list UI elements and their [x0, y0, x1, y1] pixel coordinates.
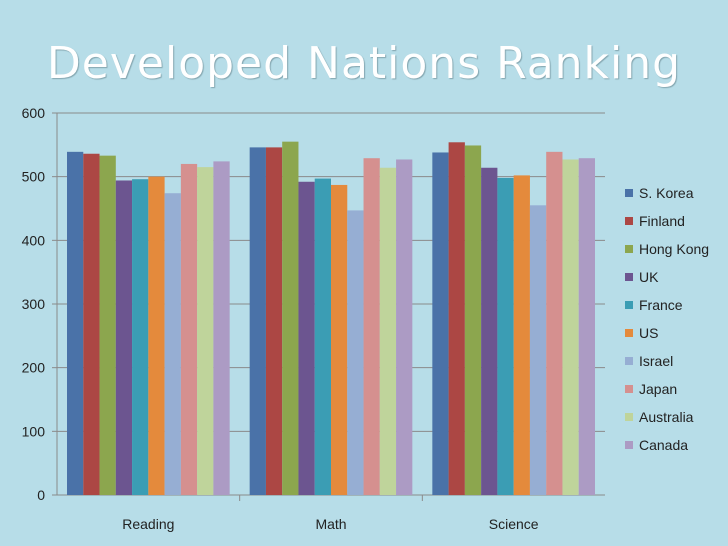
- legend: S. Korea Finland Hong Kong UK France US Israel…: [625, 185, 709, 453]
- x-tick-label: Reading: [122, 516, 174, 532]
- legend-label: France: [639, 297, 683, 313]
- legend-label: Hong Kong: [639, 241, 709, 257]
- legend-swatch: [625, 189, 633, 197]
- legend-swatch: [625, 413, 633, 421]
- bar: [314, 178, 331, 495]
- bar: [99, 155, 116, 495]
- bar: [180, 163, 198, 495]
- x-tick-label: Math: [315, 516, 346, 532]
- legend-swatch: [625, 217, 633, 225]
- y-tick-label: 300: [22, 296, 46, 312]
- bar: [546, 151, 563, 495]
- legend-swatch: [625, 385, 633, 393]
- legend-swatch: [625, 245, 633, 253]
- legend-swatch: [625, 273, 633, 281]
- bar: [298, 181, 315, 495]
- y-tick-label: 400: [22, 232, 46, 248]
- bar: [363, 158, 380, 495]
- bars: [67, 141, 595, 496]
- y-tick-label: 0: [37, 487, 45, 503]
- bar: [197, 167, 214, 495]
- legend-swatch: [625, 441, 633, 449]
- y-tick-label: 500: [22, 169, 46, 185]
- bar: [148, 176, 165, 495]
- bar: [432, 152, 449, 495]
- bar: [464, 145, 482, 495]
- bar: [448, 142, 465, 495]
- bar: [132, 179, 149, 496]
- bar: [497, 177, 514, 495]
- legend-swatch: [625, 301, 633, 309]
- legend-label: UK: [639, 269, 659, 285]
- bar: [379, 167, 397, 495]
- legend-label: Finland: [639, 213, 685, 229]
- legend-swatch: [625, 329, 633, 337]
- y-tick-label: 600: [22, 105, 46, 121]
- legend-label: Canada: [639, 437, 688, 453]
- legend-label: Australia: [639, 409, 694, 425]
- bar: [529, 205, 547, 496]
- bar: [513, 175, 530, 496]
- slide-title: Developed Nations Ranking: [46, 38, 682, 89]
- bar: [481, 167, 498, 495]
- bar: [347, 210, 364, 495]
- bar: [67, 151, 84, 495]
- bar: [396, 159, 413, 495]
- y-tick-label: 200: [22, 360, 46, 376]
- bar: [282, 141, 299, 495]
- bar: [164, 193, 181, 495]
- legend-label: US: [639, 325, 658, 341]
- x-tick-label: Science: [489, 516, 539, 532]
- bar: [265, 147, 283, 495]
- bar: [331, 184, 348, 495]
- bar: [578, 158, 595, 495]
- legend-label: S. Korea: [639, 185, 694, 201]
- legend-label: Japan: [639, 381, 677, 397]
- bar: [249, 147, 266, 495]
- legend-swatch: [625, 357, 633, 365]
- bar: [213, 161, 230, 496]
- legend-label: Israel: [639, 353, 673, 369]
- y-tick-label: 100: [22, 423, 46, 439]
- bar: [83, 153, 100, 495]
- bar: [562, 159, 579, 495]
- bar: [115, 180, 133, 495]
